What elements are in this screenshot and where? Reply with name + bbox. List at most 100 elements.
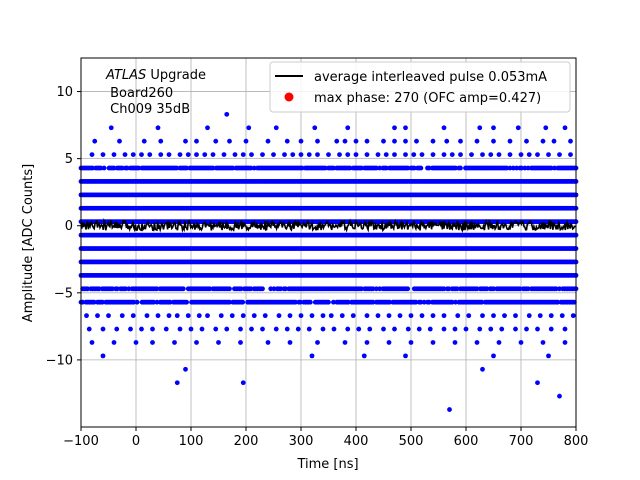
- data-point: [350, 313, 356, 319]
- data-point: [218, 313, 224, 319]
- data-point: [491, 353, 496, 359]
- data-point: [213, 326, 219, 332]
- data-point: [154, 286, 160, 292]
- data-point: [276, 313, 282, 319]
- data-point: [480, 152, 485, 158]
- data-point: [221, 152, 227, 158]
- data-point: [306, 152, 312, 158]
- data-point: [418, 299, 424, 305]
- data-point: [126, 286, 132, 292]
- data-point: [491, 286, 496, 292]
- data-point: [488, 152, 494, 158]
- data-point: [408, 340, 414, 345]
- data-point: [96, 286, 102, 292]
- data-point: [284, 138, 290, 144]
- data-point: [449, 152, 455, 158]
- data-point: [553, 286, 559, 292]
- data-point: [114, 326, 120, 332]
- data-point: [416, 326, 422, 332]
- data-point: [474, 138, 480, 144]
- data-point: [174, 165, 180, 171]
- data-point: [383, 165, 389, 171]
- data-point: [447, 407, 452, 412]
- data-point: [466, 313, 472, 319]
- data-point: [548, 313, 554, 319]
- data-point: [123, 286, 128, 292]
- data-point: [331, 326, 337, 332]
- data-point: [373, 165, 379, 171]
- data-point: [174, 380, 180, 386]
- annotation-upgrade: Upgrade: [146, 68, 206, 83]
- data-point: [185, 152, 191, 158]
- annotation: ATLAS Upgrade Board260 Ch009 35dB: [105, 68, 206, 117]
- data-point: [557, 286, 562, 292]
- data-point: [240, 299, 246, 305]
- data-point: [95, 313, 100, 319]
- data-point: [537, 313, 543, 319]
- data-point: [342, 340, 348, 345]
- data-point: [172, 340, 177, 345]
- data-point: [150, 340, 155, 345]
- data-point: [273, 125, 279, 131]
- data-point: [124, 165, 130, 171]
- data-point: [517, 286, 523, 292]
- data-point: [298, 138, 304, 144]
- data-point: [345, 152, 351, 158]
- data-point: [238, 326, 243, 332]
- data-point: [167, 299, 173, 305]
- data-point: [260, 326, 265, 332]
- data-point: [491, 313, 496, 319]
- annotation-line-1: ATLAS Upgrade: [105, 68, 206, 83]
- data-point: [298, 152, 304, 158]
- data-point: [315, 340, 320, 345]
- data-point: [452, 340, 458, 345]
- data-point: [403, 125, 408, 131]
- data-point: [147, 152, 153, 158]
- data-point: [557, 152, 562, 158]
- data-point: [205, 313, 210, 319]
- data-point: [184, 299, 190, 305]
- data-point: [524, 138, 529, 144]
- x-tick-label: 300: [289, 434, 314, 449]
- data-point: [119, 165, 125, 171]
- data-point: [111, 152, 117, 158]
- data-point: [469, 152, 474, 158]
- data-point: [392, 138, 397, 144]
- data-point: [477, 326, 483, 332]
- data-point: [180, 286, 186, 292]
- data-point: [100, 299, 105, 305]
- data-point: [345, 299, 351, 305]
- data-point: [260, 152, 265, 158]
- data-point: [100, 152, 106, 158]
- data-point: [552, 165, 557, 171]
- data-point: [227, 138, 232, 144]
- data-point: [163, 326, 169, 332]
- data-point: [568, 138, 573, 144]
- data-point: [403, 138, 408, 144]
- data-point: [108, 125, 114, 131]
- average-pulse-line: [80, 217, 577, 234]
- data-point: [444, 138, 450, 144]
- data-point: [238, 340, 243, 345]
- data-point: [507, 165, 513, 171]
- data-point: [85, 286, 90, 292]
- data-point: [216, 340, 221, 345]
- data-point: [177, 152, 183, 158]
- average-pulse-line-group: [80, 217, 577, 234]
- data-point: [562, 125, 568, 131]
- data-point: [238, 286, 244, 292]
- data-point: [392, 152, 397, 158]
- data-point: [477, 125, 483, 131]
- data-point: [290, 152, 296, 158]
- data-point: [557, 393, 562, 399]
- data-point: [260, 286, 265, 292]
- data-point: [370, 286, 376, 292]
- data-point: [111, 340, 117, 345]
- data-point: [227, 286, 232, 292]
- data-point: [141, 138, 147, 144]
- data-point: [229, 313, 235, 319]
- data-point: [463, 326, 469, 332]
- data-point: [496, 340, 502, 345]
- data-point: [441, 152, 447, 158]
- x-tick-label: 200: [234, 434, 259, 449]
